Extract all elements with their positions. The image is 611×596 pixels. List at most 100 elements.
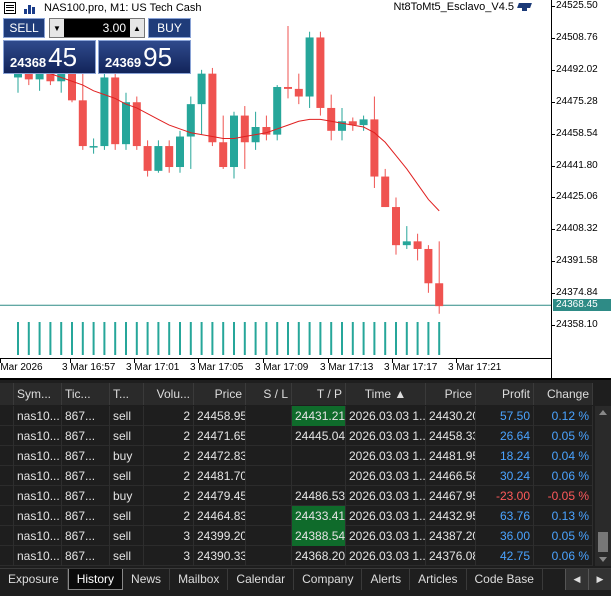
table-row[interactable]: nas10... 867... buy 2 24472.83 2026.03.03 1..… <box>0 446 593 466</box>
candle-body <box>262 127 271 135</box>
row-gutter <box>0 526 14 546</box>
tab-code-base[interactable]: Code Base <box>467 569 543 590</box>
scroll-thumb[interactable] <box>598 532 608 552</box>
tab-company[interactable]: Company <box>294 569 363 590</box>
chart-window[interactable]: NAS100.pro, M1: US Tech Cash Nt8ToMt5_Es… <box>0 0 611 378</box>
cell-stop-loss <box>246 526 292 546</box>
cell-open-price: 24458.95 <box>194 406 246 426</box>
cell-take-profit: 24433.41 <box>292 506 346 526</box>
row-gutter <box>0 466 14 486</box>
candle-body <box>208 73 217 143</box>
price-axis-label: 24408.32 <box>556 223 598 235</box>
tab-exposure[interactable]: Exposure <box>0 569 68 590</box>
row-gutter <box>0 406 14 426</box>
tab-scroll-right-icon[interactable]: ▶ <box>588 569 611 590</box>
cell-symbol: nas10... <box>14 446 62 466</box>
table-row[interactable]: nas10... 867... sell 2 24481.70 2026.03.03 1.… <box>0 466 593 486</box>
column-header[interactable]: Profit <box>476 383 534 405</box>
buy-button[interactable]: BUY <box>148 18 191 38</box>
table-row[interactable]: nas10... 867... sell 2 24471.65 24445.04 2026.… <box>0 426 593 446</box>
cell-ticket: 867... <box>62 546 110 566</box>
lot-size-value[interactable]: 3.00 <box>64 19 130 37</box>
time-axis-tick <box>70 359 71 363</box>
column-header[interactable]: Volu... <box>144 383 194 405</box>
cell-ticket: 867... <box>62 426 110 446</box>
tab-mailbox[interactable]: Mailbox <box>170 569 229 590</box>
column-header[interactable]: Sym... <box>14 383 62 405</box>
candle-body <box>111 77 120 145</box>
column-header[interactable]: Price <box>426 383 476 405</box>
cell-volume: 2 <box>144 426 194 446</box>
price-axis-label: 24358.10 <box>556 319 598 330</box>
cell-profit: 57.50 <box>476 406 534 426</box>
cell-type: sell <box>110 546 144 566</box>
tab-calendar[interactable]: Calendar <box>228 569 295 590</box>
column-header[interactable]: Tic... <box>62 383 110 405</box>
table-row[interactable]: nas10... 867... buy 2 24479.45 24486.53 2026.0… <box>0 486 593 506</box>
cell-type: sell <box>110 506 144 526</box>
scroll-down-icon[interactable] <box>599 557 607 562</box>
table-row[interactable]: nas10... 867... sell 3 24390.33 24368.20 2026.… <box>0 546 593 566</box>
tab-scroll-left-icon[interactable]: ◀ <box>565 569 588 590</box>
cell-close-price: 24430.20 <box>426 406 476 426</box>
tab-scroll-nav: ◀ ▶ <box>565 569 611 590</box>
cell-volume: 2 <box>144 446 194 466</box>
tab-articles[interactable]: Articles <box>410 569 467 590</box>
chart-menu-icon[interactable] <box>4 2 16 14</box>
time-axis-label: 3 Mar 17:05 <box>190 362 244 373</box>
cell-take-profit: 24431.21 <box>292 406 346 426</box>
candle-body <box>143 146 152 171</box>
price-axis-label: 24391.58 <box>556 255 598 267</box>
expert-advisor-label[interactable]: Nt8ToMt5_Esclavo_V4.5 <box>394 1 531 13</box>
scroll-up-icon[interactable] <box>599 410 607 415</box>
price-axis-tick <box>551 197 555 199</box>
sell-price-pips: 45 <box>48 42 78 72</box>
current-price-label: 24368.45 <box>553 299 611 312</box>
tab-alerts[interactable]: Alerts <box>362 569 411 590</box>
cell-close-price: 24387.20 <box>426 526 476 546</box>
cell-time: 2026.03.03 1... <box>346 446 426 466</box>
candle-body <box>122 102 130 145</box>
column-header[interactable]: Change <box>534 383 593 405</box>
candle-body <box>24 73 33 80</box>
buy-price-pips: 95 <box>143 42 173 72</box>
tab-history[interactable]: History <box>67 569 124 590</box>
candle-body <box>348 121 357 126</box>
column-header[interactable]: Time ▲ <box>346 383 426 405</box>
cell-profit: 18.24 <box>476 446 534 466</box>
expert-cap-icon <box>518 2 531 12</box>
history-scrollbar[interactable] <box>595 406 611 566</box>
cell-stop-loss <box>246 486 292 506</box>
column-header[interactable]: T... <box>110 383 144 405</box>
column-header[interactable]: Price <box>194 383 246 405</box>
tab-news[interactable]: News <box>123 569 171 590</box>
price-chart[interactable] <box>0 0 551 358</box>
column-header[interactable]: S / L <box>246 383 292 405</box>
cell-symbol: nas10... <box>14 406 62 426</box>
table-row[interactable]: nas10... 867... sell 2 24458.95 24431.21 2026.… <box>0 406 593 426</box>
lot-decrease-icon[interactable]: ▼ <box>50 19 64 37</box>
cell-stop-loss <box>246 506 292 526</box>
table-row[interactable]: nas10... 867... sell 2 24464.83 24433.41 2026.… <box>0 506 593 526</box>
cell-type: buy <box>110 446 144 466</box>
cell-symbol: nas10... <box>14 486 62 506</box>
cell-time: 2026.03.03 1... <box>346 506 426 526</box>
price-axis-tick <box>551 69 555 71</box>
buy-price-button[interactable]: 24369 95 <box>98 40 191 74</box>
lot-size-field[interactable]: ▼ 3.00 ▲ <box>49 18 145 38</box>
price-axis[interactable]: 24525.50 24508.76 24492.02 24475.28 24458.54… <box>551 0 611 378</box>
time-axis[interactable]: 3 Mar 2026 3 Mar 16:57 3 Mar 17:01 3 Mar 17… <box>0 358 551 378</box>
sell-price-button[interactable]: 24368 45 <box>3 40 96 74</box>
price-axis-tick <box>551 133 555 135</box>
column-header[interactable]: T / P <box>292 383 346 405</box>
lot-increase-icon[interactable]: ▲ <box>130 19 144 37</box>
table-row[interactable]: nas10... 867... sell 3 24399.20 24388.54 2026.… <box>0 526 593 546</box>
cell-symbol: nas10... <box>14 546 62 566</box>
price-axis-label: 24425.06 <box>556 191 598 203</box>
cell-profit: 63.76 <box>476 506 534 526</box>
cell-take-profit <box>292 466 346 486</box>
cell-ticket: 867... <box>62 486 110 506</box>
candle-body <box>165 146 174 168</box>
sell-button[interactable]: SELL <box>3 18 45 38</box>
